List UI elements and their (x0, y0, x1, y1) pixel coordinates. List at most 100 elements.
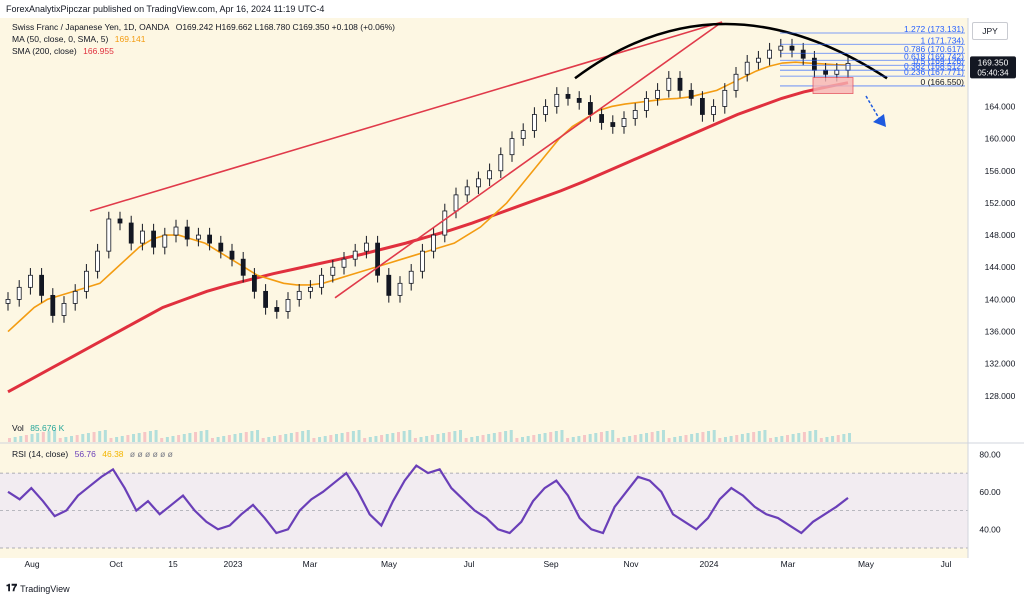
volume-bar (92, 432, 96, 442)
volume-bar (177, 435, 181, 442)
candle-body (128, 222, 134, 244)
volume-bar (53, 430, 57, 442)
volume-bar (143, 432, 147, 442)
x-tick-label: 15 (168, 559, 178, 569)
volume-bar (75, 435, 79, 442)
volume-bar (86, 433, 90, 442)
volume-bar (718, 438, 722, 442)
candle-body (419, 250, 425, 272)
volume-bar (628, 436, 632, 442)
candle-body (431, 234, 437, 252)
candle-body (666, 77, 672, 91)
ma50-legend: MA (50, close, 0, SMA, 5) 169.141 (12, 34, 149, 44)
volume-bar (645, 433, 649, 442)
symbol-title: Swiss Franc / Japanese Yen, 1D, OANDA (12, 22, 170, 32)
rsi-extra: ø ø ø ø ø ø (129, 449, 173, 459)
footer-brand-text: TradingView (20, 583, 70, 594)
volume-bar (723, 437, 727, 442)
volume-bar (115, 437, 119, 442)
volume-bar (239, 433, 243, 442)
volume-bar (769, 438, 773, 442)
y-tick-label: 156.000 (985, 166, 1016, 176)
volume-bar (785, 435, 789, 442)
volume-bar (611, 430, 615, 442)
volume-label: Vol (12, 423, 24, 433)
candle-body (39, 274, 44, 296)
candle-body (767, 49, 772, 59)
y-tick-label: 148.000 (985, 230, 1016, 240)
volume-bar (639, 434, 643, 442)
volume-bar (402, 431, 406, 442)
fib-level-label: 1.272 (173.131) (904, 24, 964, 34)
volume-bar (537, 434, 541, 442)
y-tick-label: 164.000 (985, 101, 1016, 111)
volume-bar (182, 434, 186, 442)
candle-body (464, 186, 470, 196)
volume-bar (673, 437, 677, 442)
volume-bar (199, 431, 203, 442)
volume-bar (64, 437, 68, 442)
candle-body (218, 242, 224, 252)
volume-bar (391, 433, 395, 442)
candle-body (16, 286, 22, 300)
volume-bar (216, 437, 220, 442)
tradingview-logo-icon: 𝟏𝟕 (6, 583, 18, 594)
volume-bar (419, 437, 423, 442)
volume-bar (380, 435, 384, 442)
volume-bar (521, 437, 525, 442)
currency-button[interactable]: JPY (972, 22, 1008, 40)
candle-body (5, 298, 11, 304)
volume-bar (780, 436, 784, 442)
candle-body (520, 130, 526, 139)
volume-bar (797, 433, 801, 442)
x-tick-label: Sep (543, 559, 558, 569)
volume-bar (808, 431, 812, 442)
candle-body (106, 218, 112, 252)
volume-bar (8, 438, 11, 442)
y-tick-label: 136.000 (985, 327, 1016, 337)
candle-body (789, 45, 795, 51)
candle-body (307, 286, 313, 292)
candle-body (352, 250, 358, 260)
volume-bar (504, 431, 508, 442)
candle-body (50, 294, 56, 316)
fib-level-label: 0.786 (170.617) (904, 44, 964, 54)
volume-bar (261, 438, 265, 442)
candle-body (621, 118, 627, 127)
volume-bar (735, 435, 739, 442)
volume-bar (757, 431, 761, 442)
volume-bar (554, 431, 558, 442)
volume-bar (814, 430, 818, 442)
rsi-value-2: 46.38 (102, 449, 124, 459)
volume-bar (385, 434, 389, 442)
volume-bar (396, 432, 400, 442)
volume-bar (661, 430, 665, 442)
volume-bar (774, 437, 778, 442)
candle-body (341, 258, 347, 268)
ma50-line (7, 61, 849, 333)
volume-bar (690, 434, 694, 442)
volume-bar (436, 434, 440, 442)
volume-bar (729, 436, 733, 442)
sma200-value: 166.955 (83, 46, 114, 56)
x-tick-label: 2023 (224, 559, 243, 569)
x-tick-label: Jul (464, 559, 475, 569)
volume-bar (487, 434, 491, 442)
volume-bar (583, 435, 587, 442)
volume-bar (819, 438, 823, 442)
volume-bar (498, 432, 502, 442)
x-tick-label: Oct (109, 559, 123, 569)
candle-body (532, 114, 537, 131)
fib-level-label: 0.382 (168.512) (904, 61, 964, 71)
volume-bar (188, 433, 192, 442)
x-tick-label: Mar (303, 559, 318, 569)
candle-body (397, 282, 403, 296)
volume-bar (566, 438, 570, 442)
x-tick-label: 2024 (700, 559, 719, 569)
volume-bar (453, 431, 457, 442)
volume-bar (470, 437, 474, 442)
candle-body (61, 303, 67, 316)
channel-upper-line (89, 21, 723, 212)
volume-bar (233, 434, 237, 442)
volume-bar (848, 433, 851, 442)
